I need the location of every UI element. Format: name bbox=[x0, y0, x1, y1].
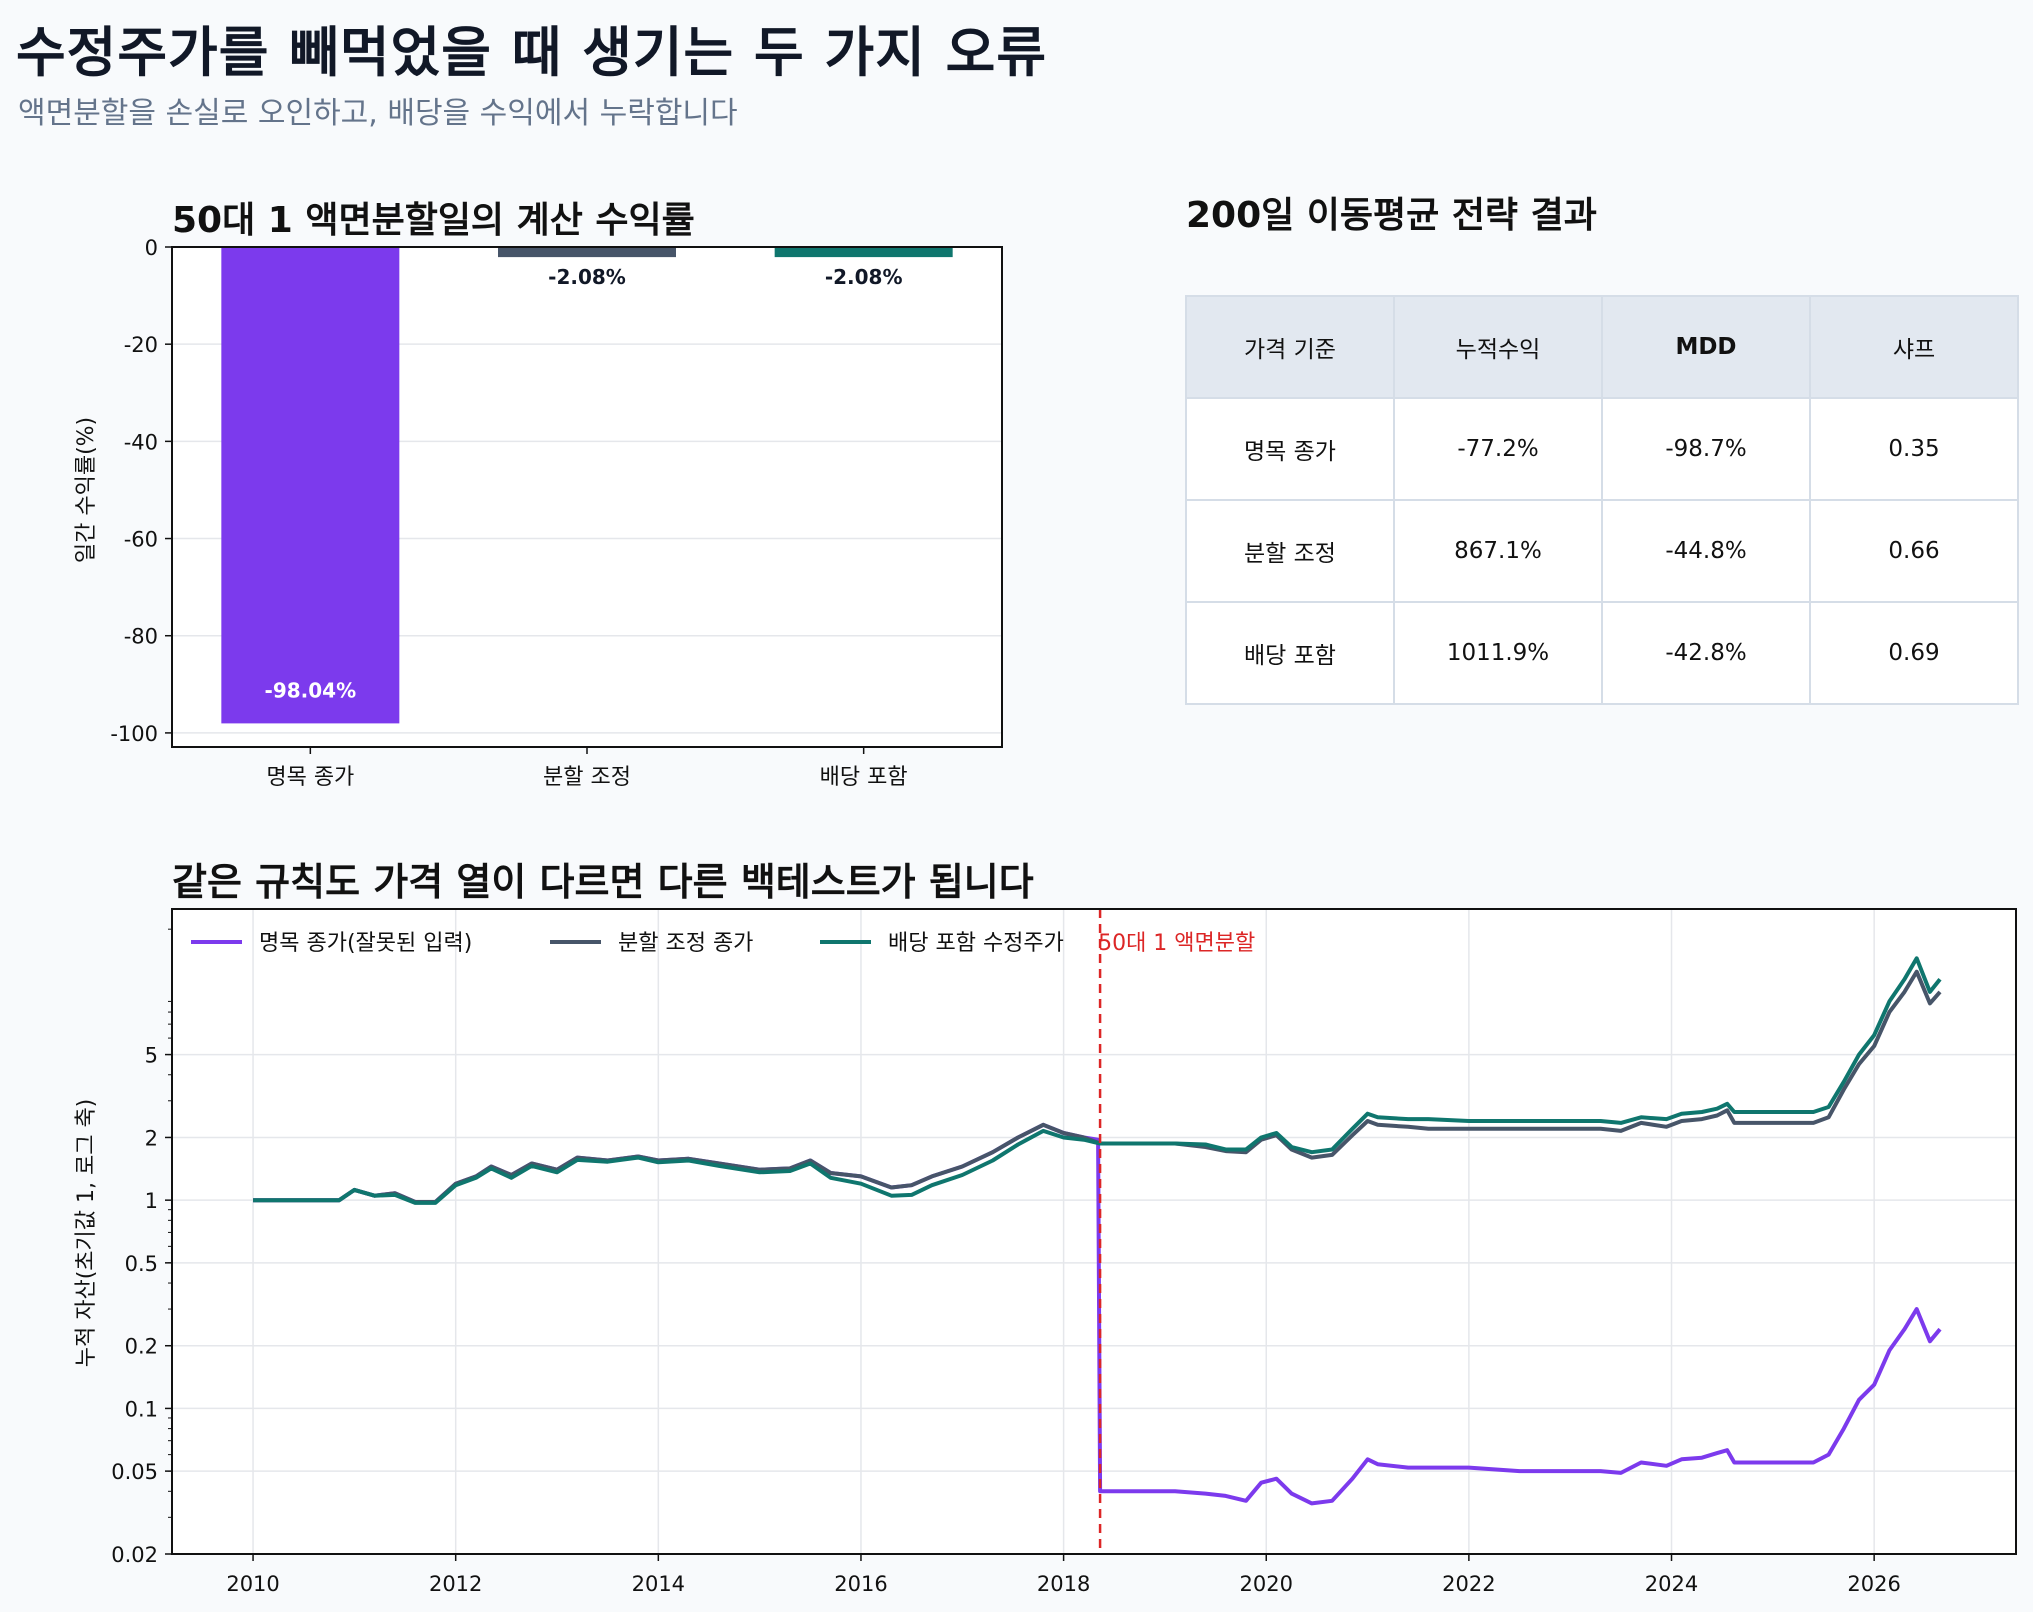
legend-label: 분할 조정 종가 bbox=[618, 931, 753, 956]
plot-area bbox=[172, 909, 2016, 1554]
table-row: 배당 포함 1011.9% -42.8% 0.69 bbox=[1185, 601, 2019, 705]
x-tick-label: 2012 bbox=[429, 1572, 482, 1596]
bar bbox=[774, 247, 953, 258]
table-header-cell: MDD bbox=[1601, 295, 1811, 399]
y-tick-label: 2 bbox=[145, 1126, 158, 1150]
table-row: 분할 조정 867.1% -44.8% 0.66 bbox=[1185, 499, 2019, 603]
y-tick-label: -80 bbox=[124, 625, 158, 649]
table-cell: 배당 포함 bbox=[1185, 601, 1395, 705]
line-chart-title: 같은 규칙도 가격 열이 다르면 다른 백테스트가 됩니다 bbox=[172, 860, 1034, 904]
page-title: 수정주가를 빼먹었을 때 생기는 두 가지 오류 bbox=[16, 21, 1048, 84]
series-line bbox=[253, 956, 1942, 1205]
table-cell: -77.2% bbox=[1393, 397, 1603, 501]
bar bbox=[221, 247, 400, 724]
bar-chart-title: 50대 1 액면분할일의 계산 수익률 bbox=[172, 200, 695, 241]
bar-value-label: -2.08% bbox=[825, 265, 903, 289]
x-tick-label: 2016 bbox=[834, 1572, 887, 1596]
table-cell: -44.8% bbox=[1601, 499, 1811, 603]
series-line bbox=[253, 1122, 1942, 1506]
x-tick-label: 명목 종가 bbox=[266, 765, 354, 790]
table-cell: 1011.9% bbox=[1393, 601, 1603, 705]
bar-value-label: -98.04% bbox=[265, 678, 357, 702]
bar bbox=[498, 247, 676, 258]
results-table: 가격 기준 누적수익 MDD 샤프 명목 종가 -77.2% -98.7% 0.… bbox=[1185, 295, 2019, 705]
x-tick-label: 배당 포함 bbox=[820, 765, 908, 790]
table-header-cell: 샤프 bbox=[1809, 295, 2019, 399]
legend-label: 배당 포함 수정주가 bbox=[888, 931, 1064, 956]
x-tick-label: 2026 bbox=[1847, 1572, 1900, 1596]
y-tick-label: -20 bbox=[124, 333, 158, 357]
legend-label: 명목 종가(잘못된 입력) bbox=[259, 931, 472, 956]
table-cell: 867.1% bbox=[1393, 499, 1603, 603]
plot-frame bbox=[171, 908, 2017, 1555]
table-cell: 0.35 bbox=[1809, 397, 2019, 501]
x-tick-label: 2018 bbox=[1037, 1572, 1090, 1596]
y-tick-label: 0.1 bbox=[125, 1397, 158, 1421]
table-cell: -98.7% bbox=[1601, 397, 1811, 501]
x-tick-label: 분할 조정 bbox=[543, 765, 631, 790]
y-tick-label: 0.05 bbox=[111, 1460, 158, 1484]
table-header-row: 가격 기준 누적수익 MDD 샤프 bbox=[1185, 295, 2019, 399]
table-cell: 0.66 bbox=[1809, 499, 2019, 603]
plot-frame bbox=[171, 246, 1003, 748]
series-line bbox=[253, 969, 1942, 1204]
table-header-cell: 가격 기준 bbox=[1185, 295, 1395, 399]
line-chart-ylabel: 누적 자산(초기값 1, 로그 축) bbox=[74, 1099, 99, 1368]
bar-chart: 50대 1 액면분할일의 계산 수익률 일간 수익률(%) -98.04% 명목 … bbox=[74, 200, 1003, 790]
x-tick-label: 2020 bbox=[1240, 1572, 1293, 1596]
table-title: 200일 이동평균 전략 결과 bbox=[1186, 195, 1597, 236]
table-cell: 분할 조정 bbox=[1185, 499, 1395, 603]
bar-chart-ylabel: 일간 수익률(%) bbox=[74, 417, 99, 563]
y-tick-label: 0.2 bbox=[125, 1335, 158, 1359]
y-tick-label: 0.02 bbox=[111, 1543, 158, 1567]
x-tick-label: 2014 bbox=[632, 1572, 685, 1596]
y-tick-label: -60 bbox=[124, 528, 158, 552]
page-subtitle: 액면분할을 손실로 오인하고, 배당을 수익에서 누락합니다 bbox=[18, 96, 738, 131]
y-tick-label: 5 bbox=[145, 1044, 158, 1068]
bar-value-label: -2.08% bbox=[548, 265, 626, 289]
x-tick-label: 2010 bbox=[226, 1572, 279, 1596]
table-cell: 명목 종가 bbox=[1185, 397, 1395, 501]
x-tick-label: 2022 bbox=[1442, 1572, 1495, 1596]
x-tick-label: 2024 bbox=[1645, 1572, 1698, 1596]
table-cell: -42.8% bbox=[1601, 601, 1811, 705]
y-tick-label: -40 bbox=[124, 430, 158, 454]
y-tick-label: -100 bbox=[110, 722, 158, 746]
y-tick-label: 0 bbox=[145, 236, 158, 260]
y-tick-label: 1 bbox=[145, 1189, 158, 1213]
table-row: 명목 종가 -77.2% -98.7% 0.35 bbox=[1185, 397, 2019, 501]
table-cell: 0.69 bbox=[1809, 601, 2019, 705]
split-annotation-label: 50대 1 액면분할 bbox=[1098, 931, 1255, 956]
y-tick-label: 0.5 bbox=[125, 1252, 158, 1276]
table-header-cell: 누적수익 bbox=[1393, 295, 1603, 399]
